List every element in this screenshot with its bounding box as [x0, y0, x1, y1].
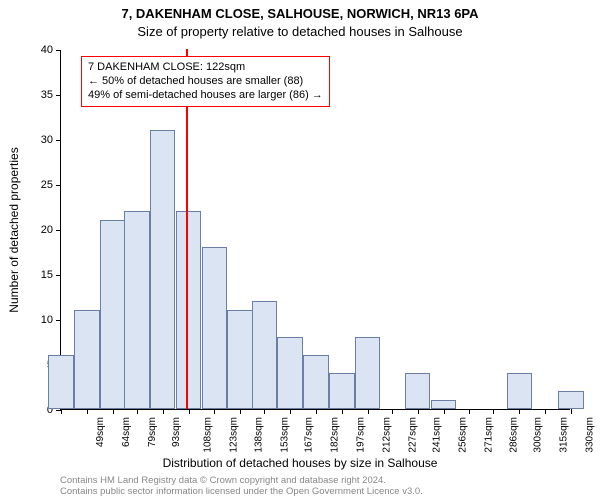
y-axis-label: Number of detached properties [7, 147, 21, 312]
xtick-line [342, 409, 343, 414]
ytick-line [56, 95, 61, 96]
ytick-line [56, 50, 61, 51]
xtick-label: 167sqm [304, 417, 315, 453]
xtick-line [87, 409, 88, 414]
ytick-label: 35 [41, 89, 53, 101]
xtick-line [163, 409, 164, 414]
credits-text: Contains HM Land Registry data © Crown c… [60, 476, 580, 498]
xtick-label: 212sqm [381, 417, 392, 453]
annotation-box: 7 DAKENHAM CLOSE: 122sqm← 50% of detache… [81, 56, 330, 107]
xtick-label: 182sqm [330, 417, 341, 453]
xtick-line [316, 409, 317, 414]
xtick-label: 271sqm [483, 417, 494, 453]
xtick-line [368, 409, 369, 414]
ytick-label: 30 [41, 134, 53, 146]
histogram-bar [431, 400, 457, 409]
xtick-label: 315sqm [559, 417, 570, 453]
xtick-label: 256sqm [457, 417, 468, 453]
ytick-line [56, 320, 61, 321]
xtick-line [418, 409, 419, 414]
ytick-label: 10 [41, 314, 53, 326]
histogram-bar [124, 211, 150, 409]
histogram-bar [329, 373, 355, 409]
xtick-line [392, 409, 393, 414]
xtick-line [113, 409, 114, 414]
credits-line-2: Contains public sector information licen… [60, 486, 423, 497]
xtick-line [519, 409, 520, 414]
histogram-bar [303, 355, 329, 409]
xtick-label: 330sqm [585, 417, 596, 453]
xtick-line [189, 409, 190, 414]
histogram-bar [48, 355, 74, 409]
xtick-line [493, 409, 494, 414]
plot-area: 051015202530354049sqm64sqm79sqm93sqm108s… [60, 50, 570, 410]
ytick-line [56, 140, 61, 141]
xtick-line [137, 409, 138, 414]
histogram-bar [558, 391, 584, 409]
histogram-bar [277, 337, 303, 409]
xtick-label: 49sqm [95, 417, 106, 447]
annotation-line: ← 50% of detached houses are smaller (88… [88, 75, 323, 89]
xtick-label: 227sqm [407, 417, 418, 453]
histogram-bar [100, 220, 126, 409]
xtick-label: 79sqm [147, 417, 158, 447]
x-axis-label: Distribution of detached houses by size … [0, 456, 600, 470]
xtick-label: 286sqm [509, 417, 520, 453]
ytick-label: 25 [41, 179, 53, 191]
histogram-bar [74, 310, 100, 409]
xtick-line [240, 409, 241, 414]
xtick-label: 241sqm [431, 417, 442, 453]
xtick-label: 197sqm [356, 417, 367, 453]
histogram-bar [252, 301, 278, 409]
histogram-bar [227, 310, 253, 409]
annotation-line: 49% of semi-detached houses are larger (… [88, 89, 323, 103]
chart-title-sub: Size of property relative to detached ho… [0, 24, 600, 39]
xtick-label: 108sqm [202, 417, 213, 453]
chart-container: 7, DAKENHAM CLOSE, SALHOUSE, NORWICH, NR… [0, 0, 600, 500]
xtick-label: 138sqm [254, 417, 265, 453]
histogram-bar [405, 373, 431, 409]
xtick-line [545, 409, 546, 414]
xtick-label: 93sqm [171, 417, 182, 447]
ytick-label: 20 [41, 224, 53, 236]
ytick-label: 40 [41, 44, 53, 56]
xtick-line [571, 409, 572, 414]
credits-line-1: Contains HM Land Registry data © Crown c… [60, 475, 386, 486]
xtick-line [290, 409, 291, 414]
annotation-line: 7 DAKENHAM CLOSE: 122sqm [88, 61, 323, 75]
xtick-line [469, 409, 470, 414]
xtick-line [61, 409, 62, 414]
xtick-line [264, 409, 265, 414]
chart-title-main: 7, DAKENHAM CLOSE, SALHOUSE, NORWICH, NR… [0, 6, 600, 21]
xtick-label: 64sqm [121, 417, 132, 447]
ytick-label: 15 [41, 269, 53, 281]
histogram-bar [507, 373, 533, 409]
xtick-label: 300sqm [533, 417, 544, 453]
histogram-bar [150, 130, 176, 409]
ytick-line [56, 185, 61, 186]
histogram-bar [176, 211, 202, 409]
histogram-bar [202, 247, 228, 409]
xtick-line [214, 409, 215, 414]
xtick-label: 123sqm [228, 417, 239, 453]
ytick-line [56, 230, 61, 231]
xtick-line [444, 409, 445, 414]
xtick-label: 153sqm [280, 417, 291, 453]
ytick-line [56, 275, 61, 276]
histogram-bar [355, 337, 381, 409]
